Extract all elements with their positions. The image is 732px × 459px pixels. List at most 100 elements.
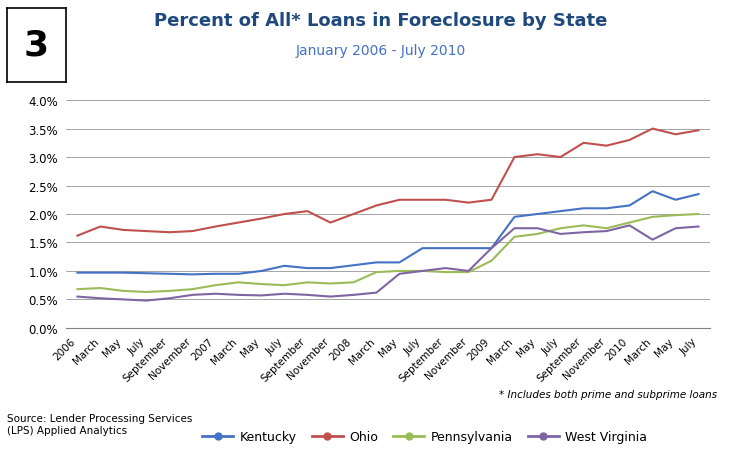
- Pennsylvania: [280, 283, 289, 288]
- West Virginia: [671, 226, 680, 231]
- West Virginia: [257, 293, 266, 298]
- Ohio: [671, 132, 680, 138]
- Pennsylvania: [556, 226, 565, 231]
- West Virginia: [211, 291, 220, 297]
- Kentucky: [395, 260, 404, 266]
- Pennsylvania: [395, 269, 404, 274]
- Ohio: [372, 203, 381, 209]
- Text: Percent of All* Loans in Foreclosure by State: Percent of All* Loans in Foreclosure by …: [154, 11, 608, 29]
- Ohio: [119, 228, 128, 233]
- Kentucky: [487, 246, 496, 252]
- Ohio: [188, 229, 197, 235]
- Ohio: [395, 197, 404, 203]
- Pennsylvania: [188, 287, 197, 292]
- Kentucky: [349, 263, 358, 269]
- Ohio: [280, 212, 289, 217]
- Ohio: [602, 144, 611, 149]
- West Virginia: [625, 223, 634, 229]
- Ohio: [487, 197, 496, 203]
- Pennsylvania: [119, 289, 128, 294]
- West Virginia: [234, 292, 243, 298]
- West Virginia: [119, 297, 128, 302]
- Ohio: [73, 233, 82, 239]
- Pennsylvania: [418, 269, 427, 274]
- West Virginia: [372, 290, 381, 296]
- West Virginia: [464, 269, 473, 274]
- West Virginia: [303, 292, 312, 298]
- Kentucky: [602, 206, 611, 212]
- Kentucky: [326, 266, 335, 271]
- Kentucky: [464, 246, 473, 252]
- Text: Source: Lender Processing Services
(LPS) Applied Analytics: Source: Lender Processing Services (LPS)…: [7, 413, 193, 435]
- West Virginia: [73, 294, 82, 300]
- Kentucky: [165, 271, 173, 277]
- Kentucky: [579, 206, 588, 212]
- Kentucky: [625, 203, 634, 209]
- Line: Pennsylvania: Pennsylvania: [78, 214, 698, 292]
- Line: Kentucky: Kentucky: [78, 192, 698, 275]
- Line: West Virginia: West Virginia: [78, 226, 698, 301]
- Line: Ohio: Ohio: [78, 129, 698, 236]
- Ohio: [418, 197, 427, 203]
- Pennsylvania: [326, 281, 335, 286]
- West Virginia: [349, 292, 358, 298]
- Kentucky: [418, 246, 427, 252]
- Ohio: [510, 155, 519, 161]
- West Virginia: [326, 294, 335, 300]
- Ohio: [579, 141, 588, 146]
- Legend: Kentucky, Ohio, Pennsylvania, West Virginia: Kentucky, Ohio, Pennsylvania, West Virgi…: [197, 425, 652, 448]
- Pennsylvania: [625, 220, 634, 226]
- West Virginia: [487, 246, 496, 252]
- Ohio: [556, 155, 565, 161]
- Kentucky: [119, 270, 128, 276]
- Kentucky: [211, 271, 220, 277]
- Ohio: [326, 220, 335, 226]
- West Virginia: [280, 291, 289, 297]
- Text: 3: 3: [24, 29, 49, 63]
- Kentucky: [372, 260, 381, 266]
- Kentucky: [142, 271, 151, 276]
- Pennsylvania: [234, 280, 243, 285]
- Pennsylvania: [303, 280, 312, 285]
- Pennsylvania: [441, 270, 450, 275]
- Ohio: [441, 197, 450, 203]
- Ohio: [625, 138, 634, 143]
- West Virginia: [142, 298, 151, 304]
- Pennsylvania: [510, 235, 519, 240]
- West Virginia: [395, 271, 404, 277]
- Ohio: [349, 212, 358, 217]
- Pennsylvania: [142, 290, 151, 295]
- Pennsylvania: [372, 270, 381, 275]
- Ohio: [648, 127, 657, 132]
- Pennsylvania: [579, 223, 588, 229]
- Ohio: [234, 220, 243, 226]
- Kentucky: [188, 272, 197, 278]
- Kentucky: [510, 215, 519, 220]
- Kentucky: [556, 209, 565, 214]
- Kentucky: [441, 246, 450, 252]
- Kentucky: [257, 269, 266, 274]
- Kentucky: [533, 212, 542, 217]
- Ohio: [257, 216, 266, 222]
- Ohio: [211, 224, 220, 230]
- West Virginia: [533, 226, 542, 231]
- Kentucky: [96, 270, 105, 276]
- Pennsylvania: [464, 270, 473, 275]
- Ohio: [464, 201, 473, 206]
- West Virginia: [579, 230, 588, 235]
- West Virginia: [556, 232, 565, 237]
- Pennsylvania: [349, 280, 358, 285]
- Kentucky: [73, 270, 82, 276]
- Pennsylvania: [257, 282, 266, 287]
- Ohio: [533, 152, 542, 157]
- Pennsylvania: [533, 232, 542, 237]
- West Virginia: [648, 237, 657, 243]
- Pennsylvania: [694, 212, 703, 217]
- West Virginia: [165, 296, 173, 302]
- Pennsylvania: [165, 289, 173, 294]
- West Virginia: [96, 296, 105, 302]
- Kentucky: [671, 197, 680, 203]
- Text: January 2006 - July 2010: January 2006 - July 2010: [296, 44, 466, 57]
- Ohio: [165, 230, 173, 235]
- Pennsylvania: [487, 258, 496, 264]
